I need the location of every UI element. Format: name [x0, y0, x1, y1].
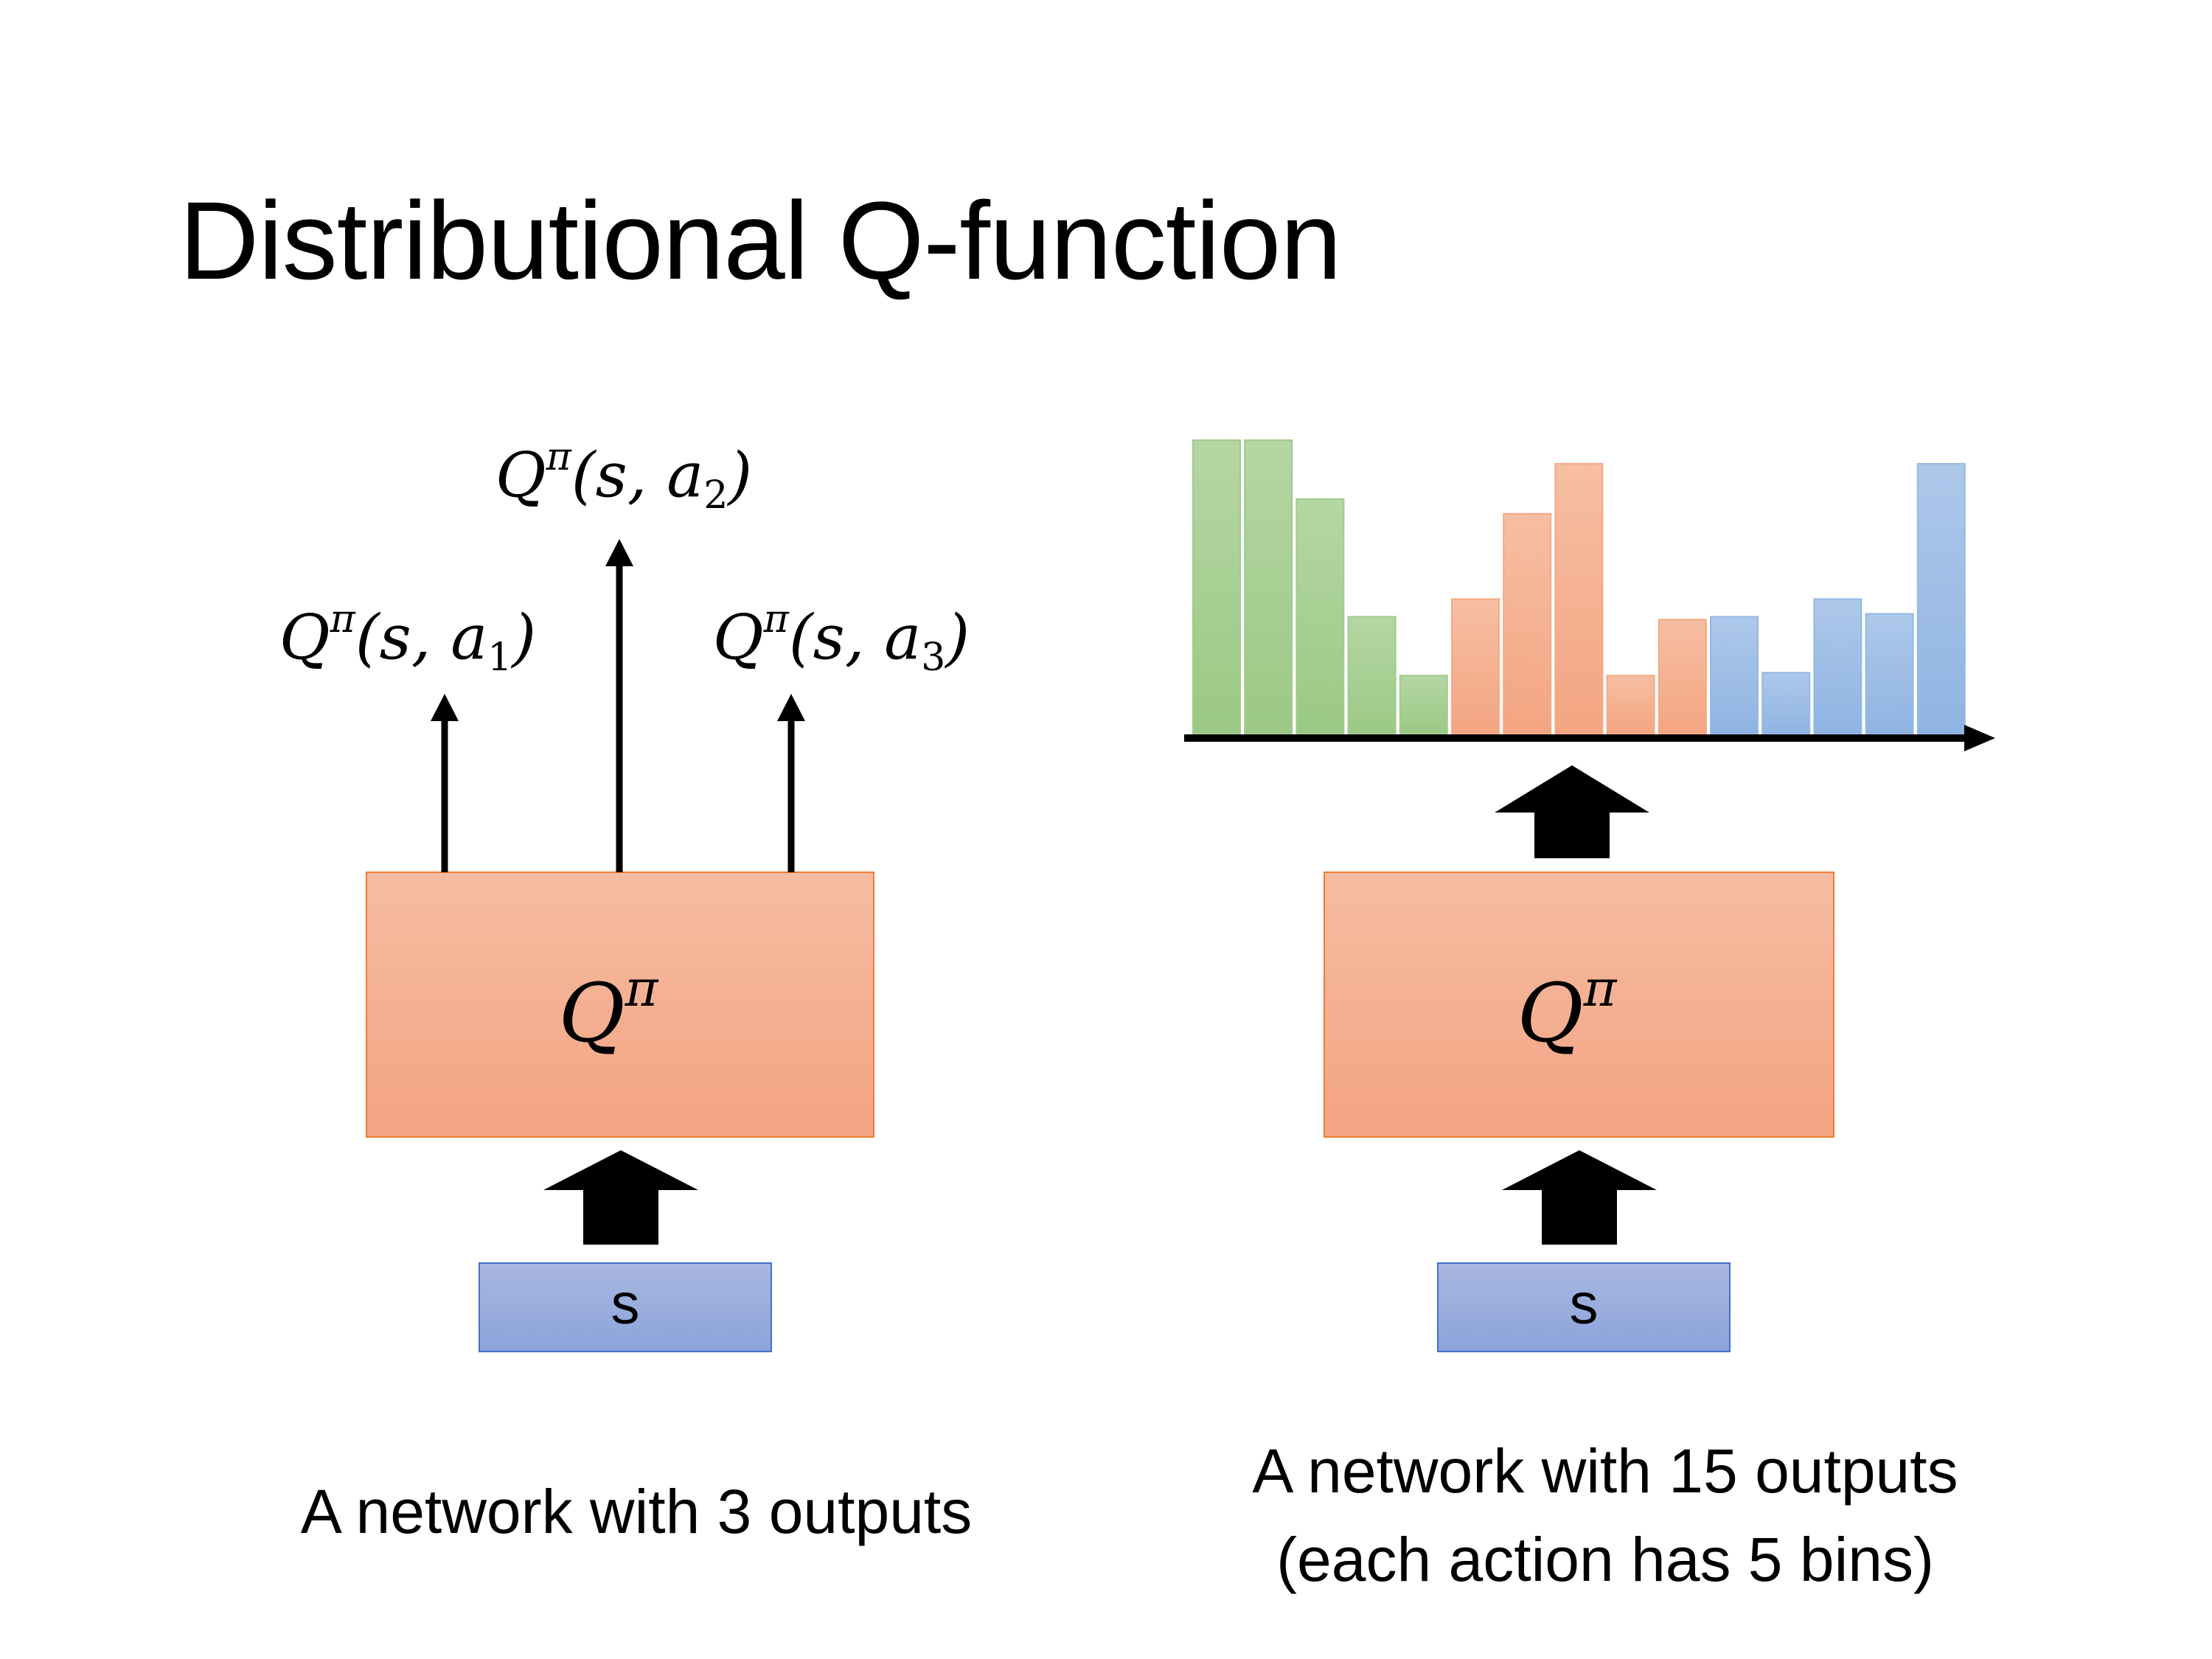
right-input-block-arrow-icon	[1502, 1150, 1657, 1245]
right-network-label: Qπ	[1517, 960, 1617, 1060]
histogram-axis	[1184, 725, 1995, 751]
right-input-box	[1437, 1262, 1731, 1352]
output-arrow-a3	[777, 694, 805, 872]
left-network-label: Qπ	[558, 960, 658, 1060]
label-q-s-a2: Qπ(s, a2)	[495, 435, 753, 518]
bar-a1-bin-5	[1399, 675, 1448, 736]
bar-a2-bin-5	[1658, 619, 1707, 736]
output-arrow-a1	[431, 694, 459, 872]
left-network-box	[366, 872, 874, 1138]
bar-a2-bin-3	[1554, 462, 1604, 735]
left-input-label: s	[611, 1270, 640, 1336]
bar-a2-bin-2	[1503, 512, 1552, 735]
bar-a3-bin-2	[1761, 672, 1811, 736]
bar-a3-bin-4	[1865, 613, 1914, 735]
right-caption-line2: (each action has 5 bins)	[1276, 1525, 1934, 1594]
output-arrow-a2	[605, 539, 633, 872]
bar-a3-bin-3	[1813, 598, 1863, 736]
right-input-label: s	[1569, 1270, 1599, 1336]
bar-a2-bin-1	[1451, 598, 1500, 736]
bar-a1-bin-2	[1244, 439, 1293, 735]
label-q-s-a1: Qπ(s, a1)	[279, 597, 537, 681]
bar-a3-bin-5	[1916, 462, 1966, 735]
label-q-s-a3: Qπ(s, a3)	[712, 597, 970, 681]
left-block-arrow-icon	[543, 1150, 698, 1245]
left-input-box	[479, 1262, 772, 1352]
right-caption: A network with 15 outputs (each action h…	[1252, 1427, 1958, 1604]
right-caption-line1: A network with 15 outputs	[1252, 1436, 1958, 1506]
page-title: Distributional Q-function	[179, 178, 1342, 302]
bar-a3-bin-1	[1710, 616, 1759, 736]
left-caption: A network with 3 outputs	[300, 1477, 973, 1546]
bar-a2-bin-4	[1606, 675, 1655, 736]
bar-a1-bin-4	[1347, 616, 1397, 736]
bar-a1-bin-1	[1192, 439, 1241, 735]
bar-a1-bin-3	[1295, 498, 1345, 735]
histogram-bars	[1192, 439, 1966, 736]
right-network-box	[1324, 872, 1834, 1138]
right-output-block-arrow-icon	[1495, 765, 1649, 858]
